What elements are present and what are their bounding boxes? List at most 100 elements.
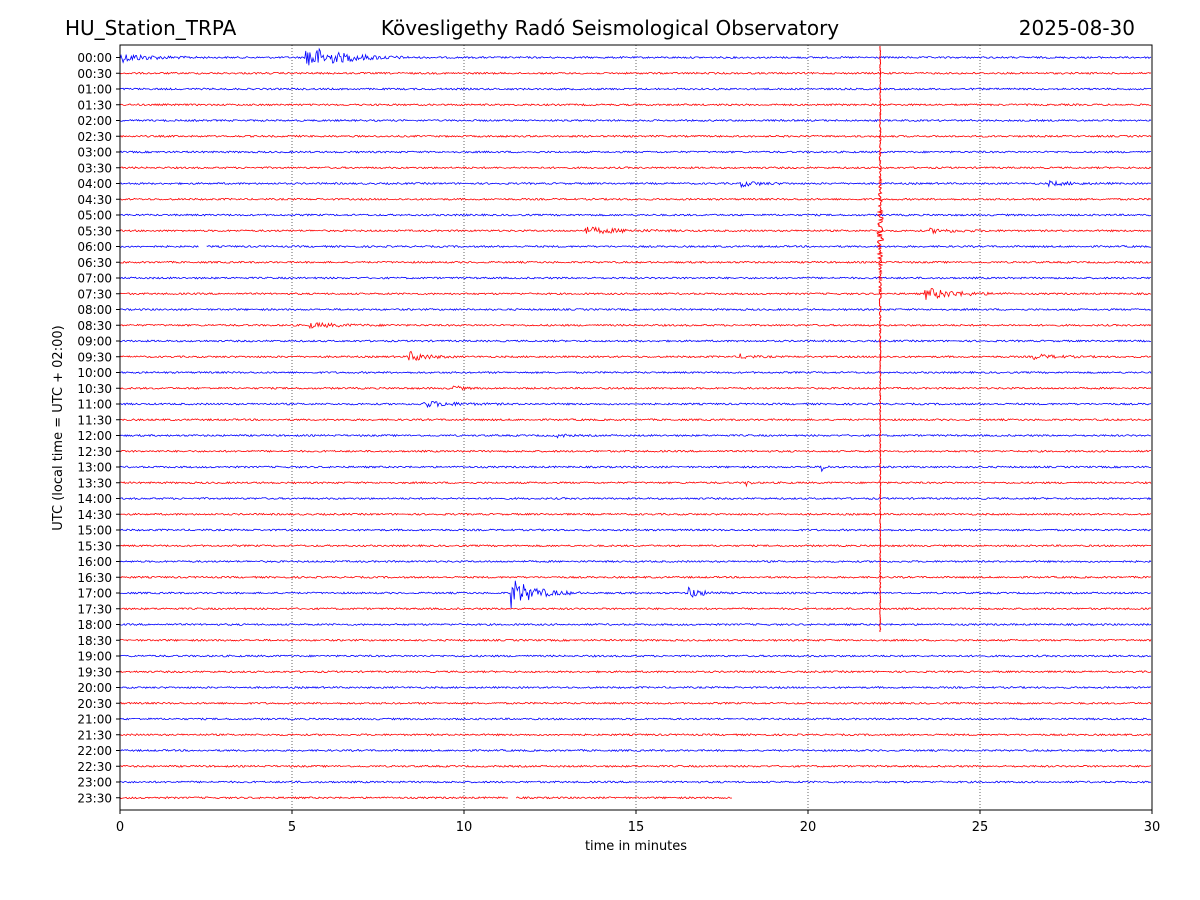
trace-0130 [119, 103, 1152, 107]
row-label: 10:30 [77, 382, 112, 396]
row-label: 21:00 [77, 713, 112, 727]
row-label: 01:00 [77, 83, 112, 97]
station-name: HU_Station_TRPA [65, 16, 237, 40]
plot-frame [119, 44, 1153, 811]
row-label: 19:00 [77, 650, 112, 664]
x-tick-label: 10 [456, 820, 473, 835]
trace-0030 [119, 71, 1152, 75]
trace-1000 [119, 370, 1152, 375]
row-label: 18:30 [77, 634, 112, 648]
row-label: 17:30 [77, 602, 112, 616]
row-label: 05:30 [77, 224, 112, 238]
row-label: 15:00 [77, 524, 112, 538]
row-label: 00:00 [77, 51, 112, 65]
trace-1600 [119, 559, 1152, 564]
trace-1400 [119, 496, 1152, 501]
trace-1830 [119, 638, 1152, 642]
trace-0000 [119, 47, 1152, 66]
trace-0330 [119, 166, 1152, 170]
trace-0400 [119, 179, 1152, 189]
chart-date: 2025-08-30 [1019, 16, 1135, 40]
x-tick-label: 25 [972, 820, 989, 835]
trace-2330 [119, 796, 733, 800]
trace-0930 [119, 350, 1152, 362]
trace-0800 [119, 307, 1152, 312]
row-label: 15:30 [77, 539, 112, 553]
row-label: 20:00 [77, 681, 112, 695]
trace-1300 [119, 465, 1151, 473]
row-label: 21:30 [77, 728, 112, 742]
row-label: 03:00 [77, 146, 112, 160]
x-tick-label: 15 [628, 820, 645, 835]
row-label: 09:00 [77, 335, 112, 349]
row-label: 16:00 [77, 555, 112, 569]
trace-1500 [119, 528, 1152, 532]
row-label: 07:30 [77, 287, 112, 301]
trace-1030 [119, 385, 1152, 391]
trace-0200 [119, 118, 1152, 123]
trace-0600 [119, 244, 1152, 249]
row-label: 02:30 [77, 130, 112, 144]
y-axis-label: UTC (local time = UTC + 02:00) [51, 325, 66, 530]
trace-1930 [119, 670, 1152, 674]
row-label: 23:00 [77, 776, 112, 790]
trace-0100 [119, 87, 1151, 91]
trace-0500 [119, 213, 1152, 217]
x-tick-label: 20 [800, 820, 817, 835]
trace-2300 [119, 780, 1152, 784]
row-label: 07:00 [77, 272, 112, 286]
trace-0900 [119, 339, 1152, 343]
trace-1800 [119, 622, 1152, 627]
row-label: 04:30 [77, 193, 112, 207]
row-label: 05:00 [77, 209, 112, 223]
row-label: 08:00 [77, 303, 112, 317]
trace-1100 [119, 401, 1152, 409]
row-label: 11:30 [77, 413, 112, 427]
row-label: 09:30 [77, 350, 112, 364]
row-label: 20:30 [77, 697, 112, 711]
chart-title: Kövesligethy Radó Seismological Observat… [381, 16, 839, 40]
row-label: 22:00 [77, 744, 112, 758]
trace-0630 [119, 260, 1152, 264]
trace-2230 [119, 764, 1152, 768]
row-label: 04:00 [77, 177, 112, 191]
trace-1130 [119, 418, 1152, 422]
trace-0300 [119, 150, 1151, 154]
row-label: 12:30 [77, 445, 112, 459]
row-label: 10:00 [77, 366, 112, 380]
trace-2000 [119, 685, 1152, 690]
trace-1430 [119, 512, 1152, 516]
trace-1700 [119, 580, 1151, 609]
trace-1730 [119, 607, 1152, 611]
trace-1200 [119, 433, 1152, 439]
x-axis-label: time in minutes [585, 839, 687, 854]
row-label: 14:30 [77, 508, 112, 522]
row-label: 17:00 [77, 587, 112, 601]
row-label: 06:30 [77, 256, 112, 270]
row-label: 13:30 [77, 476, 112, 490]
row-label: 18:00 [77, 618, 112, 632]
row-label: 01:30 [77, 98, 112, 112]
trace-0700 [119, 276, 1151, 280]
x-tick-label: 0 [116, 820, 124, 835]
trace-0530 [119, 226, 1152, 235]
trace-1330 [119, 480, 1152, 488]
x-axis-ticks: 0 5 10 15 20 25 30 [116, 810, 1160, 835]
trace-1530 [119, 544, 1152, 548]
trace-1230 [119, 449, 1152, 453]
row-label: 22:30 [77, 760, 112, 774]
trace-1900 [119, 654, 1152, 658]
row-label: 00:30 [77, 67, 112, 81]
trace-0830 [119, 321, 1152, 330]
row-label: 12:00 [77, 429, 112, 443]
row-label: 13:00 [77, 461, 112, 475]
trace-0730 [119, 288, 1152, 300]
row-label: 11:00 [77, 398, 112, 412]
row-label: 02:00 [77, 114, 112, 128]
vertical-spike-trace [876, 45, 884, 633]
row-label: 03:30 [77, 161, 112, 175]
row-label: 16:30 [77, 571, 112, 585]
